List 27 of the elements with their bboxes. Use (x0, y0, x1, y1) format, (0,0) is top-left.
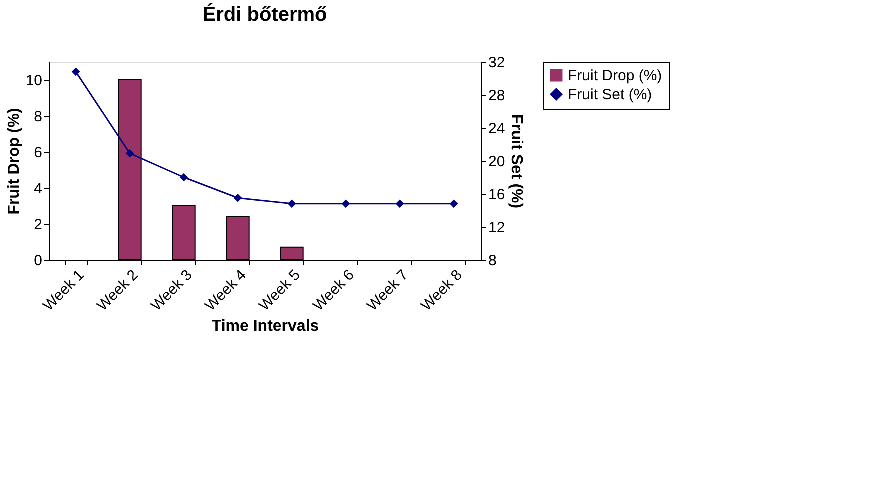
point (234, 194, 242, 202)
y-tick-label: 0 (34, 252, 42, 270)
y2-tick-label: 28 (488, 88, 506, 104)
y2-tick-label: 16 (488, 186, 506, 204)
point (72, 68, 80, 76)
y2-tick-label: 32 (488, 54, 506, 72)
point (288, 200, 296, 208)
y-tick-label: 4 (34, 180, 42, 198)
legend-label: Fruit Drop (%) (568, 68, 662, 84)
point (450, 200, 458, 208)
y-tick-label: 2 (34, 216, 42, 234)
y2-tick-label: 8 (488, 252, 497, 270)
y2-axis-title: Fruit Set (%) (508, 114, 526, 209)
y-tick-label: 10 (26, 72, 42, 90)
point (180, 173, 188, 182)
point (126, 149, 134, 158)
x-axis-title: Time Intervals (212, 318, 320, 335)
point (396, 200, 404, 208)
y2-tick-label: 24 (488, 120, 506, 138)
point (342, 200, 350, 208)
chart-title: Érdi bőtermő (202, 3, 328, 26)
y2-tick-label: 12 (488, 220, 506, 236)
y2-tick-label: 20 (488, 154, 506, 170)
y-tick-label: 6 (34, 144, 42, 162)
y-tick-label: 8 (34, 108, 42, 126)
y-axis-title: Fruit Drop (%) (6, 108, 23, 215)
legend-label: Fruit Set (%) (568, 86, 652, 104)
